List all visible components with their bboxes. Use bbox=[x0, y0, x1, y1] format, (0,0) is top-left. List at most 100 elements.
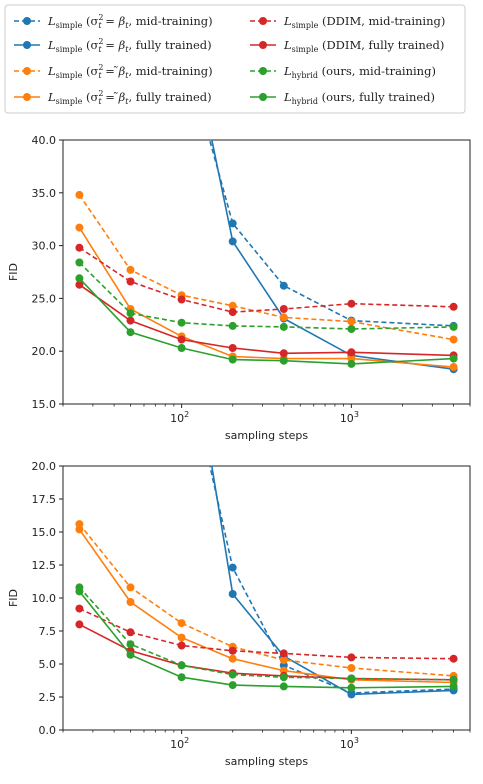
x-tick-label: 102 bbox=[170, 736, 189, 751]
y-tick-label: 12.5 bbox=[32, 559, 57, 572]
legend-label: Lhybrid (ours, fully trained) bbox=[283, 90, 435, 106]
data-point-ddim_mid bbox=[228, 308, 237, 317]
data-point-ddim_mid bbox=[75, 243, 84, 252]
legend: Lsimple (σ2 t = βt, mid-training) Lsimple … bbox=[4, 4, 466, 114]
legend-entry-ddim_mid: Lsimple (DDIM, mid-training) bbox=[250, 14, 445, 30]
data-point-ddim_mid bbox=[449, 654, 458, 663]
data-point-hybrid_mid bbox=[177, 318, 186, 327]
data-point-simple_betatilde_mid bbox=[347, 664, 356, 672]
x-axis-label: sampling steps bbox=[225, 429, 309, 442]
y-tick-label: 5.0 bbox=[39, 658, 57, 671]
data-point-hybrid_mid bbox=[449, 322, 458, 331]
series-line-ddim_mid bbox=[79, 607, 454, 660]
y-axis-label: FID bbox=[7, 589, 20, 607]
data-point-hybrid_full bbox=[126, 328, 135, 337]
data-point-ddim_mid bbox=[449, 302, 458, 311]
legend-entry-hybrid_full: Lhybrid (ours, fully trained) bbox=[250, 90, 435, 106]
x-axis-label: sampling steps bbox=[225, 755, 309, 768]
data-point-simple_beta_full bbox=[228, 590, 237, 598]
y-tick-label: 20.0 bbox=[32, 345, 57, 358]
x-tick-label: 103 bbox=[340, 410, 359, 425]
data-point-ddim_full bbox=[228, 344, 237, 352]
data-point-ddim_mid bbox=[126, 628, 135, 637]
data-point-ddim_mid bbox=[228, 646, 237, 655]
chart-bottom: 0.0 2.5 5.0 7.5 10.0 12.5 15.0 17.5 20.0 102 103 sa… bbox=[7, 460, 471, 768]
legend-swatch-marker bbox=[259, 41, 267, 49]
data-point-ddim_mid bbox=[279, 649, 288, 658]
legend-swatch-marker bbox=[23, 67, 31, 75]
legend-entry-simple_betatilde_mid: Lsimple (σ2t = ̃βt, mid-training) bbox=[14, 63, 213, 80]
data-point-simple_betatilde_full bbox=[177, 633, 186, 642]
y-tick-label: 17.5 bbox=[32, 493, 57, 506]
data-point-ddim_full bbox=[177, 335, 186, 344]
legend-entry-ddim_full: Lsimple (DDIM, fully trained) bbox=[250, 38, 444, 54]
data-point-hybrid_full bbox=[177, 344, 186, 352]
data-point-simple_betatilde_full bbox=[228, 654, 237, 663]
data-point-hybrid_full bbox=[75, 274, 84, 283]
data-point-hybrid_full bbox=[177, 673, 186, 682]
data-point-hybrid_mid bbox=[228, 670, 237, 679]
data-point-hybrid_full bbox=[126, 650, 135, 659]
x-tick-label: 102 bbox=[170, 410, 189, 425]
legend-label: Lsimple (σ2t = ̃βt, mid-training) bbox=[47, 63, 213, 80]
y-tick-label: 40.0 bbox=[32, 134, 57, 147]
legend-frame bbox=[4, 4, 466, 114]
legend-swatch-marker bbox=[23, 17, 31, 25]
data-point-simple_betatilde_mid bbox=[126, 583, 135, 592]
data-point-hybrid_full bbox=[449, 682, 458, 691]
data-point-hybrid_mid bbox=[347, 325, 356, 333]
legend-swatch-marker bbox=[259, 93, 267, 101]
data-point-simple_beta_full bbox=[228, 237, 237, 246]
series-line-simple_betatilde_mid bbox=[78, 194, 454, 341]
data-point-simple_betatilde_full bbox=[75, 223, 84, 232]
data-point-hybrid_full bbox=[347, 359, 356, 368]
data-point-ddim_full bbox=[75, 280, 84, 289]
y-tick-label: 20.0 bbox=[32, 460, 57, 473]
data-point-ddim_mid bbox=[177, 295, 186, 304]
data-point-ddim_mid bbox=[177, 641, 186, 650]
data-point-hybrid_mid bbox=[177, 661, 186, 670]
y-tick-label: 7.5 bbox=[39, 625, 57, 638]
data-point-simple_betatilde_mid bbox=[279, 656, 288, 664]
data-point-simple_betatilde_mid bbox=[449, 335, 458, 344]
y-tick-label: 0.0 bbox=[39, 724, 57, 737]
data-point-hybrid_mid bbox=[347, 674, 356, 683]
y-axis-label: FID bbox=[7, 263, 20, 281]
y-tick-label: 30.0 bbox=[32, 240, 57, 253]
legend-entry-hybrid_mid: Lhybrid (ours, mid-training) bbox=[250, 64, 436, 80]
data-point-ddim_full bbox=[279, 349, 288, 358]
legend-swatch-marker bbox=[23, 41, 31, 49]
data-point-hybrid_mid bbox=[279, 673, 288, 682]
data-point-ddim_mid bbox=[347, 653, 356, 662]
legend-label: Lsimple (σ2 t = βt, mid-training) bbox=[47, 13, 213, 30]
series-line-simple_betatilde_full bbox=[78, 528, 454, 684]
data-point-simple_betatilde_mid bbox=[75, 190, 84, 199]
data-point-ddim_full bbox=[75, 620, 84, 629]
series-line-simple_beta_mid bbox=[208, 140, 454, 327]
data-point-simple_beta_mid bbox=[228, 219, 237, 228]
data-point-simple_betatilde_full bbox=[449, 363, 458, 371]
series-line-simple_beta_full bbox=[211, 140, 454, 370]
y-tick-label: 35.0 bbox=[32, 187, 57, 200]
legend-entry-simple_beta_full: Lsimple (σ2 t = βt, fully trained) bbox=[14, 37, 212, 54]
y-tick-label: 10.0 bbox=[32, 592, 57, 605]
data-point-hybrid_full bbox=[228, 355, 237, 364]
data-point-ddim_full bbox=[126, 316, 135, 325]
data-point-simple_betatilde_mid bbox=[228, 301, 237, 310]
data-point-ddim_mid bbox=[75, 604, 84, 613]
data-point-hybrid_mid bbox=[126, 309, 135, 318]
series-line-simple_beta_full bbox=[210, 466, 454, 696]
data-point-hybrid_mid bbox=[449, 675, 458, 684]
data-point-hybrid_mid bbox=[279, 322, 288, 331]
legend-label: Lhybrid (ours, mid-training) bbox=[283, 64, 436, 80]
data-point-ddim_full bbox=[347, 348, 356, 357]
data-point-simple_betatilde_mid bbox=[347, 317, 356, 326]
legend-label: Lsimple (σ2 t = βt, fully trained) bbox=[47, 37, 212, 54]
data-point-ddim_mid bbox=[279, 305, 288, 313]
data-point-simple_betatilde_mid bbox=[177, 619, 186, 628]
series-line-ddim_full bbox=[78, 284, 454, 357]
plot-area-frame bbox=[62, 139, 471, 405]
y-tick-label: 25.0 bbox=[32, 292, 57, 305]
